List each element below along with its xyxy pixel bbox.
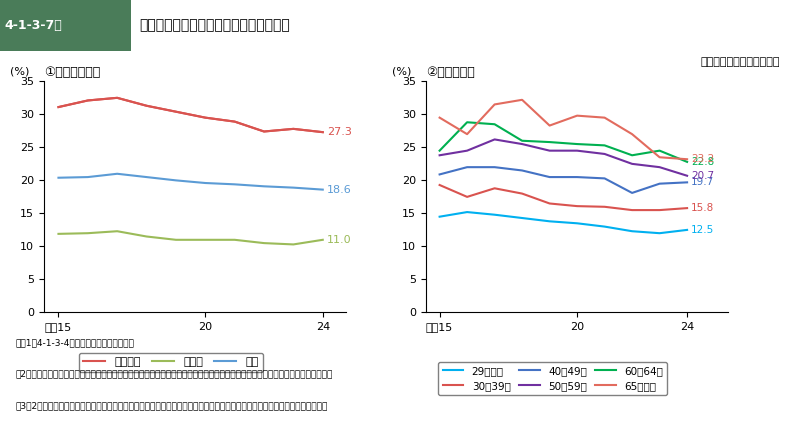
Text: 3　2は，前刺出所時の年齢による。再入者の前刺出所時年齢は，再入所時の年齢及び前刺出所年から算出した推計値である。: 3 2は，前刺出所時の年齢による。再入者の前刺出所時年齢は，再入所時の年齢及び前… — [16, 401, 328, 410]
Text: 出所受刑者の２年以内累積再入率の推移: 出所受刑者の２年以内累積再入率の推移 — [139, 19, 290, 33]
Y-axis label: (%): (%) — [10, 67, 29, 77]
Text: 2「２年以内累積再入率」は，各年の出所受刻者の人員に占める，出所年を含む２年間に再入所した者の累積人員の比率をいう。: 2「２年以内累積再入率」は，各年の出所受刻者の人員に占める，出所年を含む２年間に… — [16, 370, 334, 379]
Bar — [0, 0, 131, 51]
Text: 4-1-3-7図: 4-1-3-7図 — [4, 19, 62, 32]
Text: 23.2: 23.2 — [691, 154, 715, 164]
Legend: 満期釈放, 仮釈放, 総数: 満期釈放, 仮釈放, 総数 — [79, 353, 263, 372]
Text: 20.7: 20.7 — [691, 171, 714, 181]
Text: 12.5: 12.5 — [691, 225, 715, 235]
Text: 11.0: 11.0 — [327, 235, 352, 245]
Text: 22.8: 22.8 — [691, 157, 715, 167]
Text: 注　1　4-1-3-4図の脚注１及び２に同じ。: 注 1 4-1-3-4図の脚注１及び２に同じ。 — [16, 339, 135, 348]
Text: （平成１５年～　２４年）: （平成１５年～ ２４年） — [700, 57, 780, 67]
Text: 15.8: 15.8 — [691, 203, 715, 213]
Text: 18.6: 18.6 — [327, 184, 352, 195]
Y-axis label: (%): (%) — [392, 67, 412, 77]
Text: 19.7: 19.7 — [691, 177, 715, 187]
Text: ②　年齢層別: ② 年齢層別 — [426, 66, 474, 79]
Text: 27.3: 27.3 — [327, 127, 352, 137]
Text: ①　出所事由別: ① 出所事由別 — [44, 66, 100, 79]
Legend: 29歳以下, 30～39歳, 40～49歳, 50～59歳, 60～64歳, 65歳以上: 29歳以下, 30～39歳, 40～49歳, 50～59歳, 60～64歳, 6… — [439, 362, 668, 395]
